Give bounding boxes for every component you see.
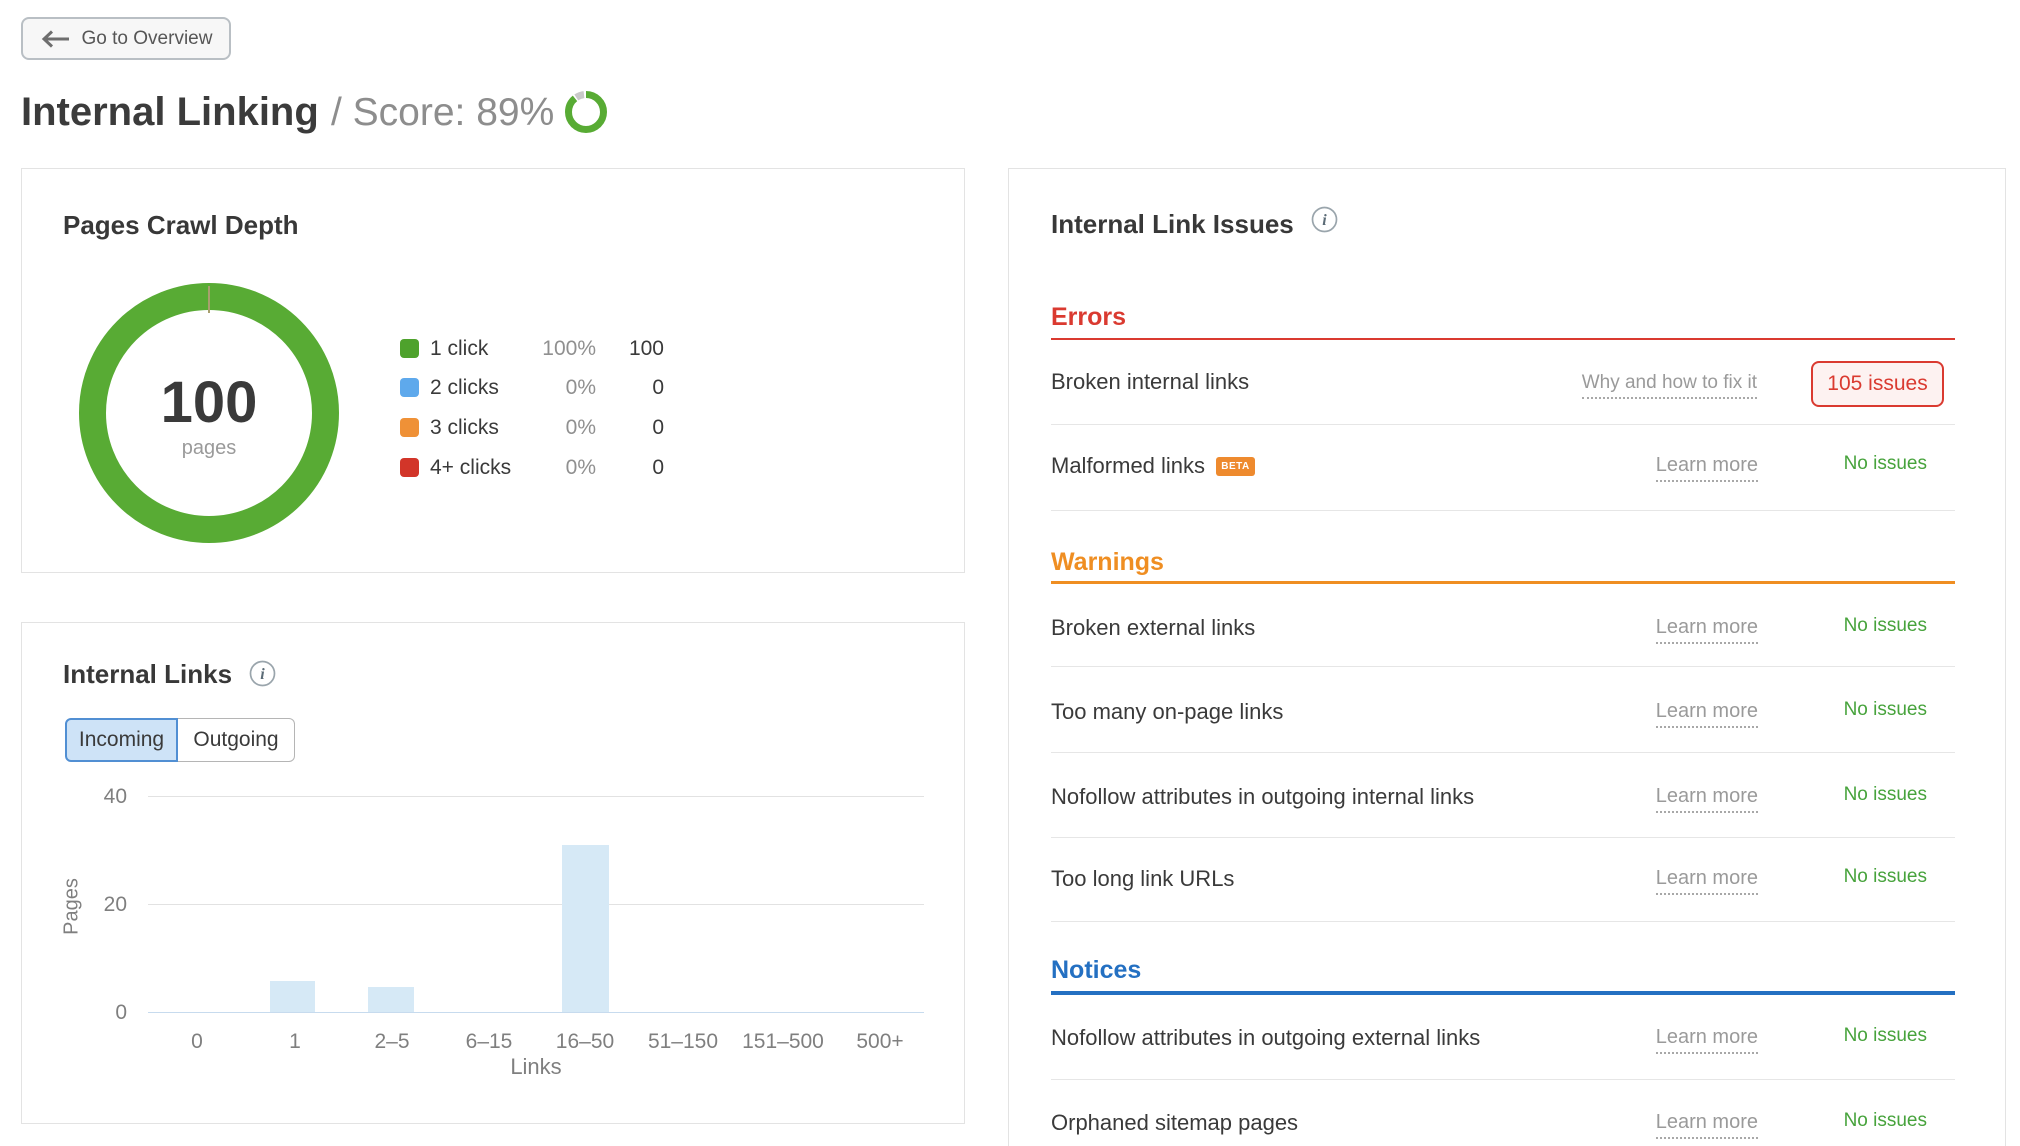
svg-text:i: i <box>1322 212 1327 229</box>
svg-text:i: i <box>260 666 265 683</box>
